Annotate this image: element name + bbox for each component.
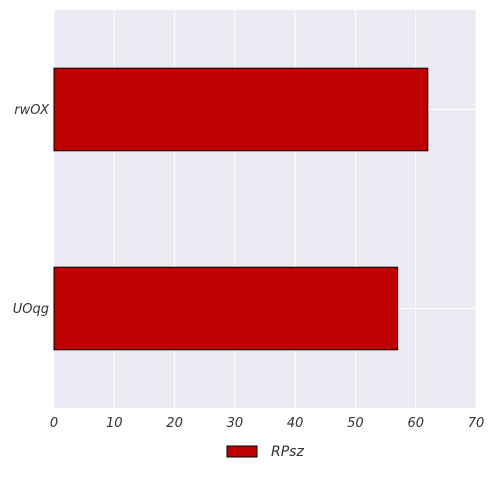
x-tick-label: 30 <box>227 416 244 431</box>
x-tick-label: 70 <box>468 416 485 431</box>
x-tick-label: 60 <box>407 416 424 431</box>
x-tick-label: 40 <box>287 416 304 431</box>
bar-UOqg <box>53 266 399 351</box>
x-tick-label: 0 <box>50 416 58 431</box>
x-tick-label: 10 <box>106 416 123 431</box>
bar-rwOX <box>53 67 429 152</box>
category-label: UOqg <box>13 302 49 317</box>
x-tick-label: 50 <box>347 416 364 431</box>
legend-swatch <box>226 445 258 458</box>
bars <box>53 67 429 351</box>
y-axis-categories: rwOX UOqg <box>13 103 50 317</box>
legend: RPsz <box>226 444 304 460</box>
legend-label: RPsz <box>271 444 304 460</box>
category-label: rwOX <box>14 103 50 118</box>
x-axis-ticks: 0 10 20 30 40 50 60 70 <box>50 416 484 431</box>
x-tick-label: 20 <box>166 416 183 431</box>
